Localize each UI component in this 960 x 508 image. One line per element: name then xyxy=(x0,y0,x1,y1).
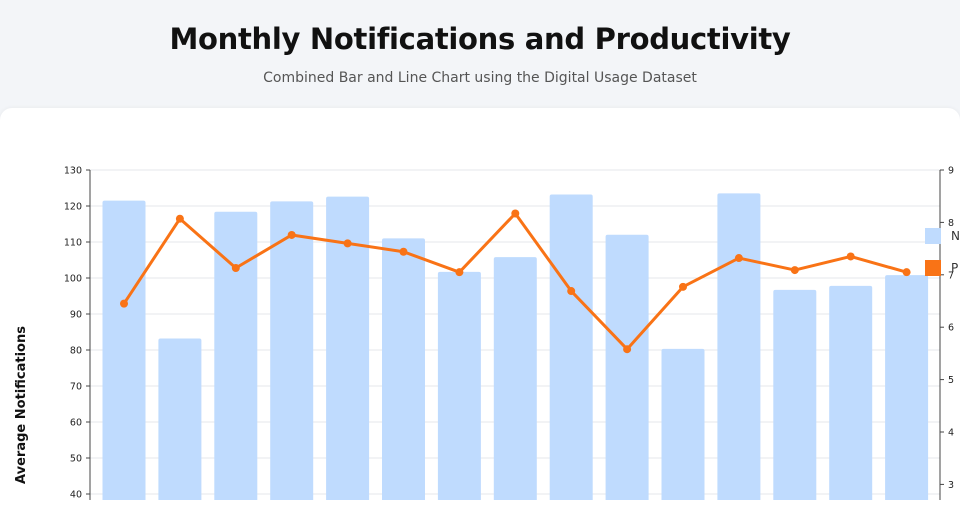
legend-swatch[interactable] xyxy=(925,228,941,244)
bar[interactable] xyxy=(773,289,817,500)
bar[interactable] xyxy=(661,348,705,500)
line-point[interactable] xyxy=(567,287,576,296)
y2-tick-label: 3 xyxy=(948,480,954,491)
header: Monthly Notifications and Productivity C… xyxy=(0,0,960,110)
legend-label: N xyxy=(951,229,960,243)
bar-series xyxy=(102,193,929,500)
bar[interactable] xyxy=(158,338,202,500)
y2-tick-label: 7 xyxy=(948,270,954,281)
legend[interactable]: NP xyxy=(925,228,960,276)
y-tick-label: 90 xyxy=(70,310,82,321)
y-tick-label: 50 xyxy=(70,454,82,465)
line-point[interactable] xyxy=(343,239,352,248)
bar[interactable] xyxy=(829,285,873,500)
axes: 40 50 60 70 80 90 100 110 120 130 3 4 5 6 7 8 9 xyxy=(64,166,954,501)
page-subtitle: Combined Bar and Line Chart using the Di… xyxy=(263,70,697,86)
y-tick-label: 130 xyxy=(64,166,82,177)
y2-tick-label: 8 xyxy=(948,218,954,229)
bar[interactable] xyxy=(437,271,481,500)
line-point[interactable] xyxy=(511,209,520,218)
y-tick-label: 40 xyxy=(70,490,82,501)
bar[interactable] xyxy=(214,211,258,500)
y-axis-title: Average Notifications xyxy=(14,326,29,484)
y-tick-label: 70 xyxy=(70,382,82,393)
line-point[interactable] xyxy=(846,252,855,261)
bar[interactable] xyxy=(549,194,593,500)
line-point[interactable] xyxy=(231,263,240,272)
line-point[interactable] xyxy=(120,299,128,308)
line-point[interactable] xyxy=(399,247,408,256)
line-point[interactable] xyxy=(679,282,687,291)
y2-tick-label: 4 xyxy=(948,428,954,439)
bar[interactable] xyxy=(326,196,370,500)
y-tick-label: 60 xyxy=(70,418,82,429)
page-title: Monthly Notifications and Productivity xyxy=(169,22,791,56)
legend-swatch[interactable] xyxy=(925,260,941,276)
y-tick-label: 110 xyxy=(64,238,82,249)
bar[interactable] xyxy=(493,257,537,500)
line-point[interactable] xyxy=(287,230,296,239)
y-tick-label: 80 xyxy=(70,346,82,357)
bar[interactable] xyxy=(270,201,314,500)
y2-tick-label: 5 xyxy=(948,375,954,386)
y2-tick-label: 6 xyxy=(948,323,954,334)
line-series xyxy=(120,209,911,354)
bar[interactable] xyxy=(885,275,929,500)
line-point[interactable] xyxy=(175,214,184,223)
line-point[interactable] xyxy=(902,268,911,277)
bar[interactable] xyxy=(102,200,146,500)
y2-tick-label: 9 xyxy=(948,166,954,177)
y-tick-label: 120 xyxy=(64,202,82,213)
line-point[interactable] xyxy=(790,266,799,275)
bar[interactable] xyxy=(717,193,761,500)
line-point[interactable] xyxy=(623,345,632,354)
line-point[interactable] xyxy=(734,254,743,263)
bar[interactable] xyxy=(605,234,649,500)
line-point[interactable] xyxy=(455,268,464,277)
bar[interactable] xyxy=(382,238,425,500)
y-tick-label: 100 xyxy=(64,274,82,285)
legend-label: P xyxy=(951,261,958,275)
